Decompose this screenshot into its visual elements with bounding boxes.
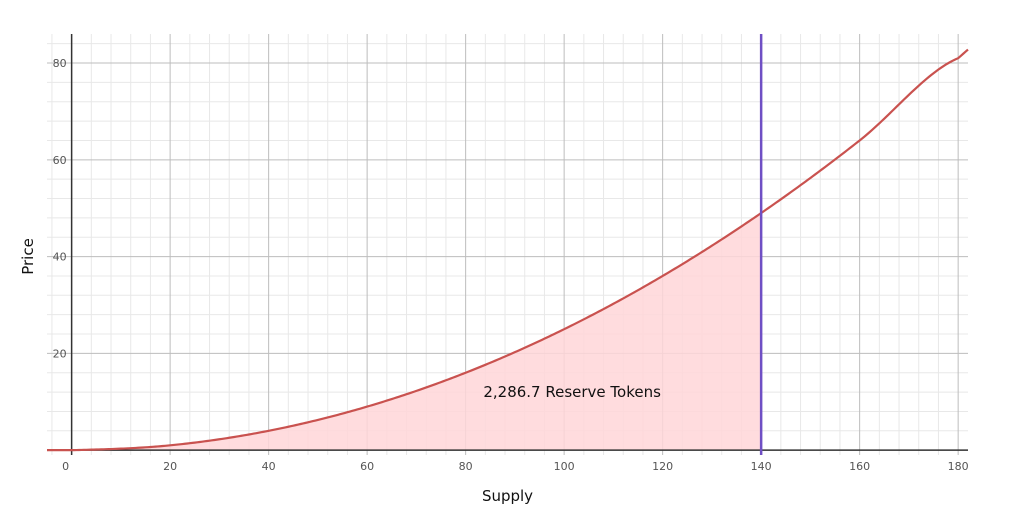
x-tick-label: 140 (751, 460, 772, 473)
y-axis-title: Price (19, 238, 37, 275)
reserve-area (71, 213, 762, 451)
x-tick-label: 180 (948, 460, 969, 473)
x-tick-label: 100 (554, 460, 575, 473)
y-tick-label: 80 (53, 57, 67, 70)
x-axis-title: Supply (482, 487, 533, 505)
x-tick-label: 0 (62, 460, 69, 473)
price-curve-line (47, 48, 969, 452)
x-tick-label: 80 (459, 460, 473, 473)
reserve-annotation: 2,286.7 Reserve Tokens (483, 383, 661, 401)
y-tick-labels: 20 40 60 80 (53, 57, 67, 360)
y-tick-label: 60 (53, 154, 67, 167)
y-tick-label: 40 (53, 251, 67, 264)
x-tick-label: 40 (262, 460, 276, 473)
y-tick-label: 20 (53, 347, 67, 360)
x-tick-labels: 0 20 40 60 80 100 120 140 160 180 (62, 460, 969, 473)
x-tick-label: 160 (849, 460, 870, 473)
x-tick-label: 20 (163, 460, 177, 473)
x-tick-label: 120 (652, 460, 673, 473)
x-tick-label: 60 (360, 460, 374, 473)
